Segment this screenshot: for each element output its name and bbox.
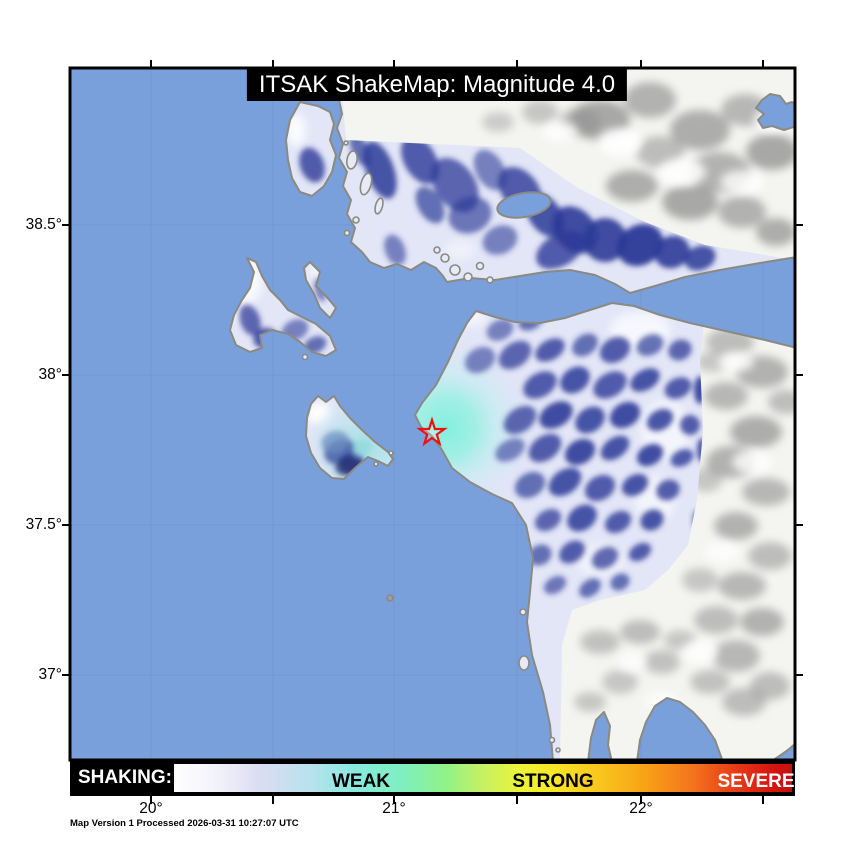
- legend-level-weak: WEAK: [331, 771, 391, 792]
- legend-level-strong: STRONG: [512, 771, 594, 792]
- epicenter-star-icon: [416, 416, 448, 447]
- map-version-caption: Map Version 1 Processed 2026-03-31 10:27…: [70, 818, 299, 829]
- x-tick-label-22: 22°: [629, 800, 653, 817]
- y-tick-label-38-5: 38.5°: [25, 216, 62, 233]
- x-tick-label-21: 21°: [382, 800, 406, 817]
- inland-waters: [496, 93, 795, 219]
- shaking-legend: SHAKING: WEAK STRONG SEVERE: [70, 760, 795, 796]
- shaking-gradient-bar: WEAK STRONG SEVERE: [173, 763, 795, 793]
- terrain-hillshade: [482, 82, 795, 716]
- axis-ticks: [62, 60, 803, 804]
- legend-shaking-label: SHAKING:: [78, 767, 172, 788]
- x-tick-label-20: 20°: [139, 800, 163, 817]
- coastlines: [229, 68, 795, 760]
- y-tick-label-38: 38°: [38, 366, 62, 383]
- small-islands: [301, 140, 561, 753]
- map-title: ITSAK ShakeMap: Magnitude 4.0: [246, 69, 628, 101]
- y-tick-label-37: 37°: [38, 666, 62, 683]
- legend-level-severe: SEVERE: [717, 771, 795, 792]
- y-tick-label-37-5: 37.5°: [25, 516, 62, 533]
